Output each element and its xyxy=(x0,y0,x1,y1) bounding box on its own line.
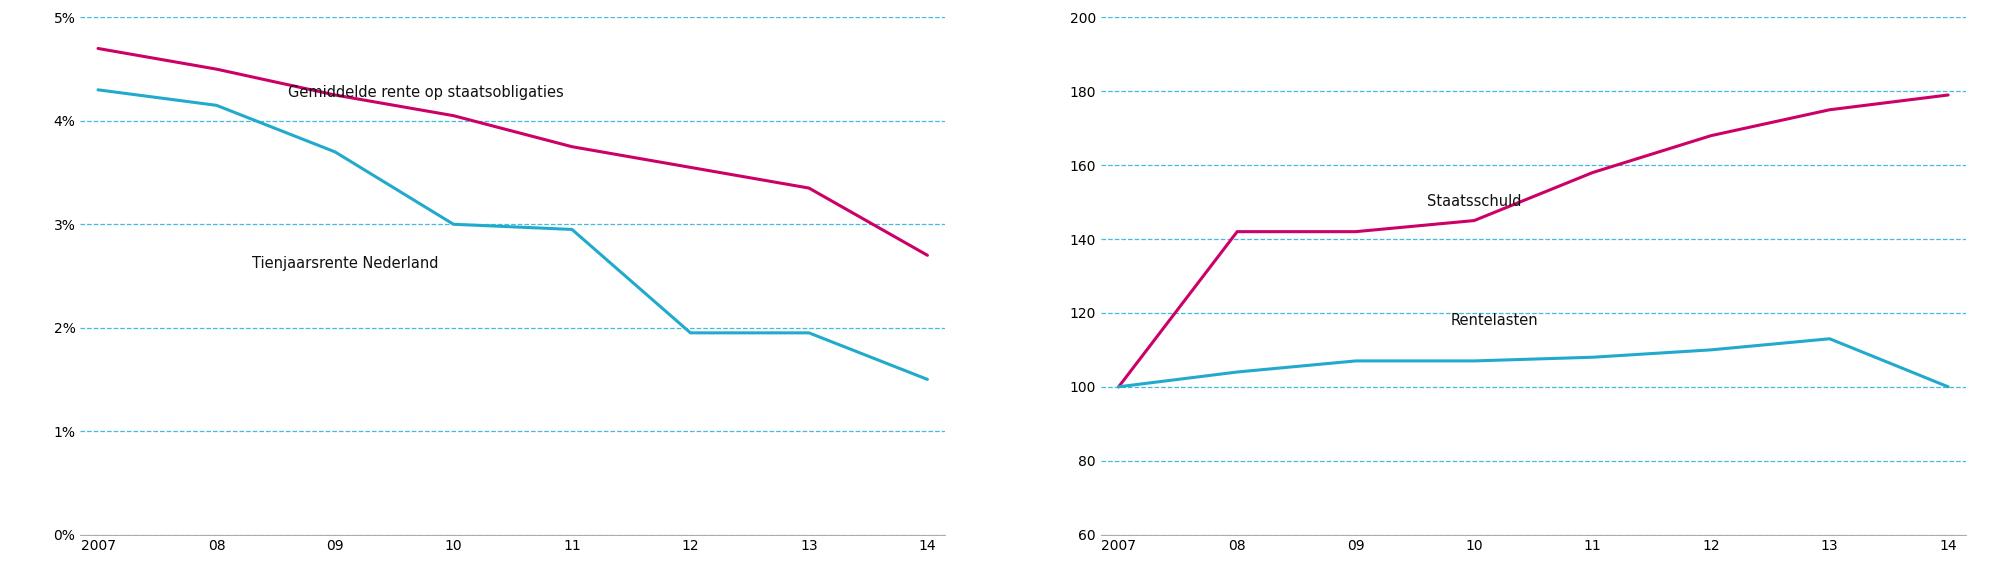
Text: Gemiddelde rente op staatsobligaties: Gemiddelde rente op staatsobligaties xyxy=(287,85,563,100)
Text: Tienjaarsrente Nederland: Tienjaarsrente Nederland xyxy=(253,256,439,271)
Text: Staatsschuld: Staatsschuld xyxy=(1426,195,1520,210)
Text: Rentelasten: Rentelasten xyxy=(1450,313,1538,328)
